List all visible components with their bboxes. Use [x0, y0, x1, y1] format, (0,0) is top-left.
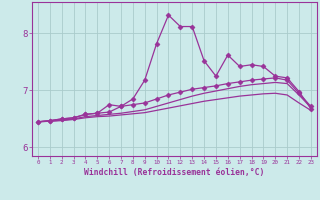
X-axis label: Windchill (Refroidissement éolien,°C): Windchill (Refroidissement éolien,°C) — [84, 168, 265, 177]
